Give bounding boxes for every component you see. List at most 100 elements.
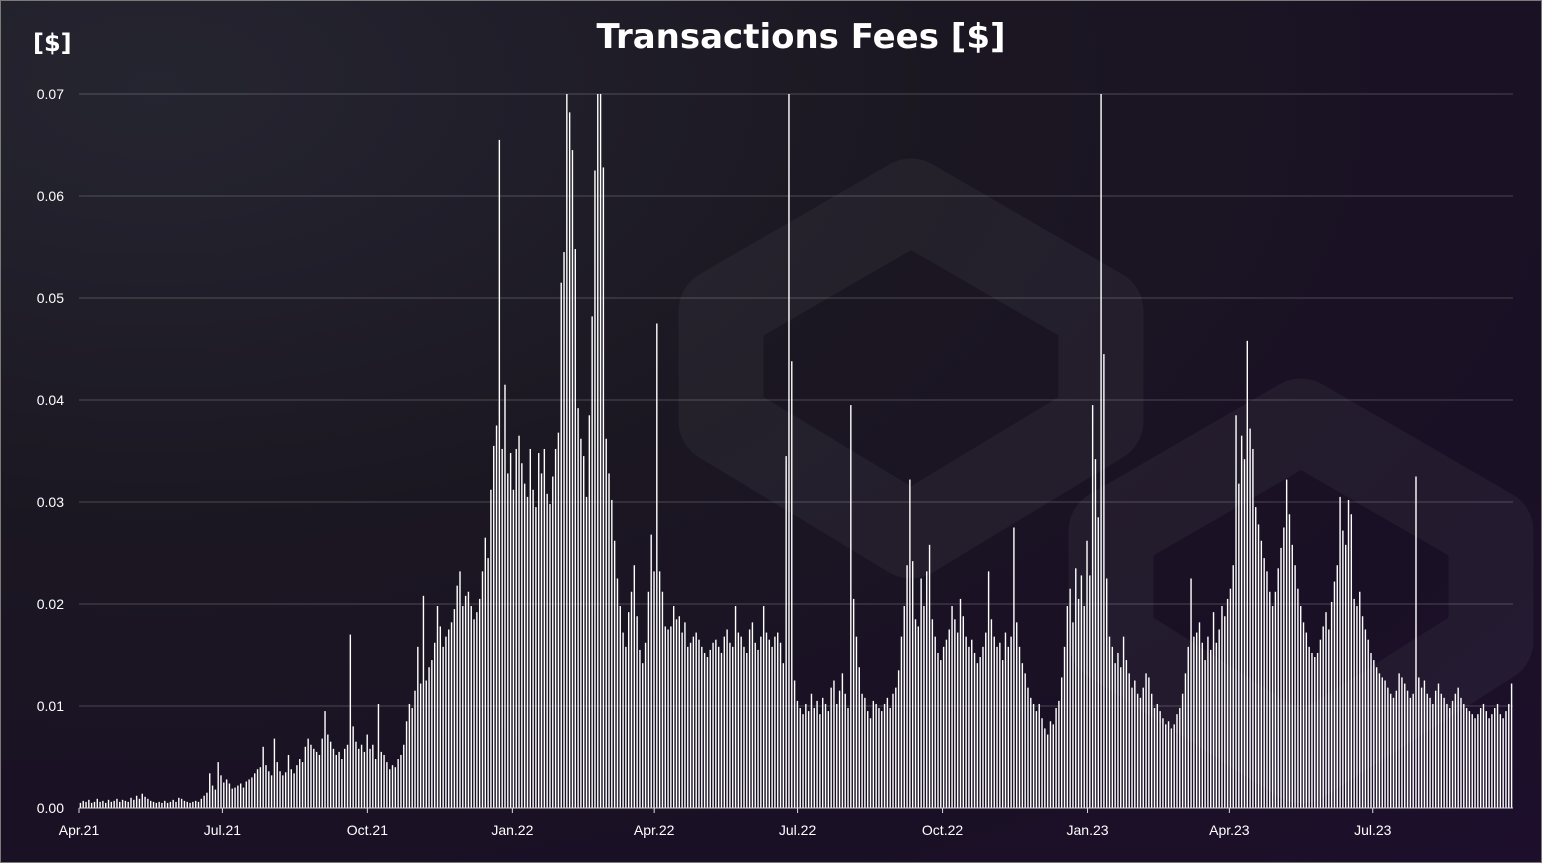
fee-bar — [85, 801, 87, 808]
fee-bar — [681, 632, 683, 808]
fee-bar — [473, 619, 475, 808]
fee-bar — [613, 540, 616, 808]
x-tick-label: Apr.23 — [1209, 822, 1250, 838]
fee-bar — [478, 598, 481, 808]
fee-bar — [703, 652, 706, 808]
fee-bar — [723, 636, 726, 808]
fee-bar — [771, 646, 773, 808]
fee-bar — [650, 534, 652, 808]
fee-bar — [1176, 714, 1178, 808]
fee-bar — [557, 432, 560, 808]
fee-bar — [1277, 568, 1279, 808]
fee-bar — [237, 785, 239, 808]
fee-bar — [903, 606, 905, 808]
x-axis-ticks: Apr.21 Jul.21 Oct.21 Jan.22 Apr.22 Jul.22 Oct.… — [59, 808, 1392, 838]
fee-bar — [774, 636, 776, 808]
fee-bar — [1401, 677, 1403, 808]
fee-bar — [324, 711, 326, 808]
fee-bar — [642, 663, 644, 808]
fee-bar — [197, 801, 200, 808]
fee-bar — [1370, 652, 1372, 808]
fee-bar — [194, 800, 197, 808]
fee-bar — [892, 693, 894, 808]
fee-bar — [459, 571, 461, 808]
fee-bar — [1001, 660, 1004, 808]
fee-bar — [1235, 415, 1237, 808]
fee-bar — [706, 657, 709, 808]
fee-bar — [124, 800, 127, 808]
fee-bar — [1398, 673, 1400, 808]
fee-bar — [816, 700, 818, 808]
fee-bar — [262, 746, 264, 808]
fee-bar — [313, 748, 315, 808]
fee-bar — [1159, 711, 1161, 808]
fee-bar — [1434, 690, 1437, 808]
fee-bar — [940, 660, 942, 808]
fee-bar — [158, 801, 160, 808]
fee-bar — [512, 489, 515, 808]
fee-bar — [1468, 711, 1471, 808]
fee-bar — [996, 646, 998, 808]
fee-bar — [591, 316, 593, 808]
fee-bar — [1134, 680, 1136, 808]
fee-bar — [133, 799, 135, 808]
fee-bar — [956, 632, 959, 808]
fee-bar — [1271, 606, 1274, 808]
fee-bar — [1013, 527, 1015, 808]
fee-bar — [768, 639, 770, 808]
fee-bar — [881, 711, 883, 808]
fee-bar — [875, 703, 877, 808]
fee-bar — [203, 795, 205, 808]
y-tick-label: 0.01 — [37, 698, 64, 714]
fee-bar — [729, 642, 731, 808]
fee-bar — [532, 489, 534, 808]
fee-bar — [1066, 606, 1069, 808]
fee-bar — [1494, 708, 1496, 808]
fee-bar — [1024, 673, 1026, 808]
fee-bar — [1027, 687, 1029, 808]
fee-bar — [130, 797, 132, 808]
fee-bar — [1089, 575, 1091, 808]
fee-bar — [976, 663, 979, 808]
fee-bar — [397, 759, 399, 808]
fee-bar — [442, 646, 444, 808]
fee-bar — [1069, 588, 1071, 808]
fee-bar — [906, 565, 908, 808]
fee-bar — [225, 779, 228, 808]
fee-bar — [433, 642, 436, 808]
fee-bar — [82, 800, 84, 808]
fee-bar — [256, 769, 259, 808]
fee-bar — [987, 571, 990, 808]
fee-bar — [1120, 667, 1122, 808]
fee-bar — [164, 800, 166, 808]
fee-bar — [1423, 680, 1426, 808]
fee-bar — [1097, 517, 1099, 808]
fee-bar — [335, 754, 337, 808]
fee-bar — [1246, 340, 1248, 808]
fee-bar — [585, 496, 588, 808]
fee-bar — [178, 797, 180, 808]
y-gridlines — [79, 93, 1513, 707]
fee-bar — [223, 782, 225, 808]
fee-bar — [1173, 724, 1175, 808]
fee-bar — [855, 636, 858, 808]
fee-bar — [709, 649, 711, 808]
fee-bar — [192, 801, 194, 808]
fee-bar — [79, 802, 82, 808]
fee-bar — [172, 799, 174, 808]
fee-bar — [383, 754, 385, 808]
fee-bar — [481, 571, 484, 808]
fee-bar — [720, 652, 723, 808]
fee-bar — [993, 636, 995, 808]
fee-bar — [1010, 636, 1012, 808]
fee-bar — [186, 801, 188, 808]
fee-bar — [782, 663, 785, 808]
bar-series — [79, 94, 1513, 809]
fee-bar — [639, 649, 641, 808]
fee-bar — [911, 561, 914, 808]
fee-bar — [1195, 632, 1198, 808]
fee-bar — [1429, 697, 1431, 808]
fee-bar — [1384, 680, 1386, 808]
fee-bar — [1091, 405, 1094, 808]
fee-bar — [1080, 575, 1083, 808]
